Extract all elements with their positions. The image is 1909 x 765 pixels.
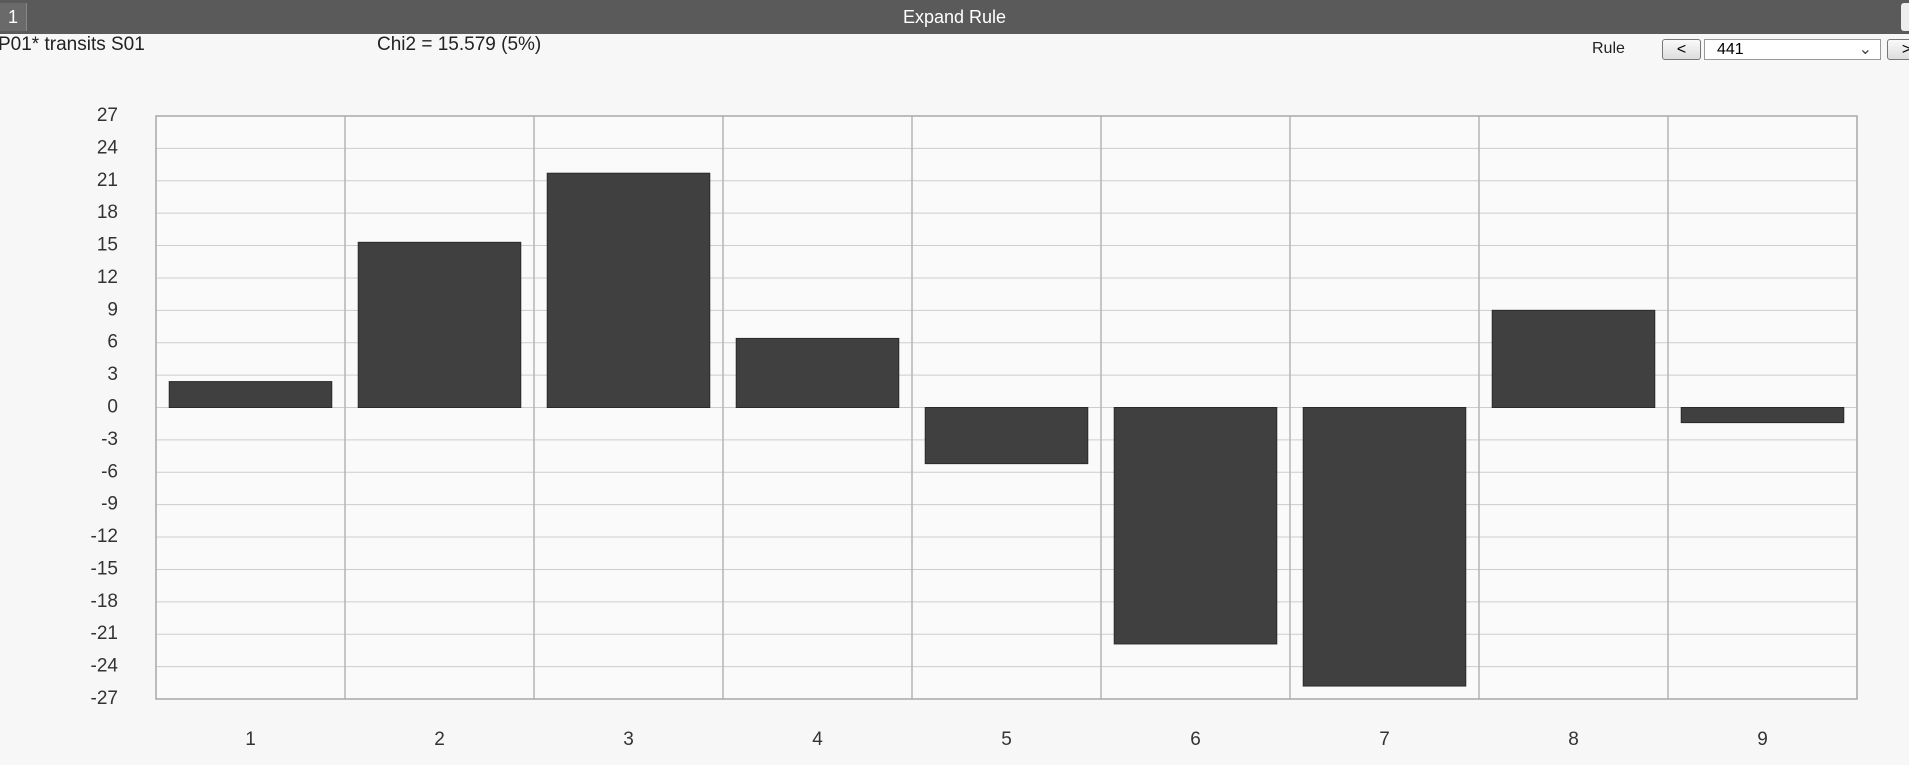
- y-tick-label: 21: [97, 170, 118, 191]
- bar: [924, 407, 1089, 465]
- y-tick-label: -24: [91, 656, 119, 677]
- x-tick-label: 4: [812, 729, 823, 750]
- y-tick-label: -9: [101, 494, 118, 515]
- x-tick-label: 7: [1379, 729, 1390, 750]
- rule-label: Rule: [1592, 40, 1625, 57]
- x-tick-label: 9: [1757, 729, 1768, 750]
- tab[interactable]: 1: [0, 3, 27, 31]
- y-tick-label: -21: [91, 623, 118, 644]
- window-title: Expand Rule: [902, 7, 1007, 27]
- y-tick-label: 0: [107, 397, 118, 418]
- y-tick-label: 12: [97, 267, 118, 288]
- x-tick-label: 1: [245, 729, 256, 750]
- y-tick-label: -3: [101, 429, 118, 450]
- y-tick-label: 27: [97, 105, 118, 126]
- y-tick-label: 6: [107, 332, 118, 353]
- title-bar: 1 Expand Rule: [0, 0, 1909, 34]
- rule-value: 441: [1717, 41, 1744, 58]
- bar: [735, 337, 900, 409]
- dropdown-arrow: ⌄: [1858, 41, 1872, 58]
- bar: [1680, 407, 1845, 424]
- statistic: Chi2 = 15.579 (5%): [377, 34, 542, 55]
- bar: [1491, 309, 1656, 409]
- x-tick-label: 8: [1568, 729, 1579, 750]
- y-tick-label: 18: [97, 202, 118, 223]
- next-button[interactable]: >: [1887, 39, 1909, 60]
- y-tick-label: 15: [97, 235, 118, 256]
- y-tick-label: -18: [91, 591, 118, 612]
- subject: P01* transits S01: [0, 34, 145, 55]
- x-tick-label: 2: [434, 729, 445, 750]
- bar: [168, 381, 333, 409]
- y-tick-label: -12: [91, 526, 118, 547]
- y-tick-label: 3: [107, 364, 118, 385]
- x-tick-label: 5: [1001, 729, 1012, 750]
- x-tick-label: 6: [1190, 729, 1201, 750]
- x-tick-label: 3: [623, 729, 634, 750]
- bar: [546, 172, 711, 408]
- plot-border: [155, 115, 1858, 700]
- window-button[interactable]: [1901, 3, 1909, 31]
- bar: [1302, 407, 1467, 687]
- bar: [1113, 407, 1278, 645]
- y-tick-label: -27: [91, 688, 118, 709]
- rule-select[interactable]: 441 ⌄: [1704, 39, 1881, 60]
- bar: [357, 241, 522, 408]
- y-tick-label: -6: [101, 461, 118, 482]
- y-tick-label: 9: [107, 299, 118, 320]
- y-tick-label: 24: [97, 137, 119, 158]
- y-tick-label: -15: [91, 558, 118, 579]
- prev-button[interactable]: <: [1662, 39, 1701, 60]
